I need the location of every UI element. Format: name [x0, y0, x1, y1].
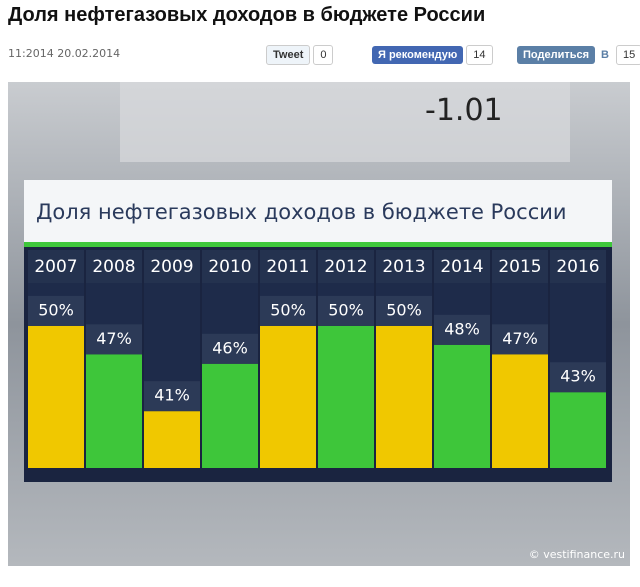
- x-tick-label: 2012: [324, 257, 367, 277]
- recommend-button[interactable]: Я рекомендую 14: [372, 45, 493, 65]
- year-bg: [550, 250, 606, 283]
- label-bg: [260, 295, 316, 326]
- share-icon: B: [597, 48, 613, 62]
- headline: Доля нефтегазовых доходов в бюджете Росс…: [8, 4, 486, 26]
- data-label: 47%: [96, 329, 132, 348]
- x-tick-label: 2007: [34, 257, 77, 277]
- x-tick-label: 2009: [150, 257, 193, 277]
- data-label: 48%: [444, 319, 480, 338]
- share[interactable]: Поделиться: [517, 46, 596, 64]
- label-bg: [86, 324, 142, 355]
- recommend[interactable]: Я рекомендую: [372, 46, 464, 64]
- bar: [202, 363, 258, 468]
- share-button[interactable]: Поделиться B 15: [517, 45, 640, 65]
- bar: [144, 411, 200, 468]
- panel-rule: [24, 242, 612, 247]
- x-tick-label: 2010: [208, 257, 251, 277]
- bar: [260, 325, 316, 468]
- bar: [318, 325, 374, 468]
- year-bg: [434, 250, 490, 283]
- year-bg: [28, 250, 84, 283]
- bar: [550, 392, 606, 468]
- year-bg: [376, 250, 432, 283]
- year-bg: [260, 250, 316, 283]
- x-tick-label: 2016: [556, 257, 599, 277]
- bar: [376, 325, 432, 468]
- year-bg: [318, 250, 374, 283]
- chart-title: Доля нефтегазовых доходов в бюджете Росс…: [36, 200, 567, 224]
- x-tick-label: 2011: [266, 257, 309, 277]
- tweet-button[interactable]: Tweet 0: [266, 45, 334, 65]
- x-tick-label: 2008: [92, 257, 135, 277]
- bar: [492, 354, 548, 468]
- x-tick-label: 2015: [498, 257, 541, 277]
- label-bg: [144, 381, 200, 412]
- data-label: 41%: [154, 386, 190, 405]
- recommend-count: 14: [466, 45, 493, 65]
- data-label: 46%: [212, 338, 248, 357]
- year-bg: [144, 250, 200, 283]
- x-tick-label: 2013: [382, 257, 425, 277]
- bar: [28, 325, 84, 468]
- x-tick-label: 2014: [440, 257, 483, 277]
- background-text: -1.01: [425, 93, 503, 128]
- label-bg: [434, 314, 490, 345]
- panel-title-bg: [24, 180, 612, 244]
- tweet[interactable]: Tweet: [266, 45, 311, 65]
- date: 11:2014 20.02.2014: [8, 47, 121, 60]
- label-bg: [202, 333, 258, 364]
- screen: [120, 82, 570, 162]
- label-bg: [550, 362, 606, 393]
- year-bg: [202, 250, 258, 283]
- data-label: 50%: [38, 300, 74, 319]
- label-bg: [28, 295, 84, 326]
- year-bg: [86, 250, 142, 283]
- data-label: 50%: [328, 300, 364, 319]
- bar: [86, 354, 142, 468]
- data-label: 47%: [502, 329, 538, 348]
- label-bg: [318, 295, 374, 326]
- data-label: 43%: [560, 367, 596, 386]
- tweet-count: 0: [313, 45, 334, 65]
- label-bg: [492, 324, 548, 355]
- data-label: 50%: [386, 300, 422, 319]
- label-bg: [376, 295, 432, 326]
- data-label: 50%: [270, 300, 306, 319]
- year-bg: [492, 250, 548, 283]
- copyright: © vestifinance.ru: [529, 548, 625, 561]
- bar: [434, 344, 490, 468]
- share-count: 15: [615, 45, 640, 65]
